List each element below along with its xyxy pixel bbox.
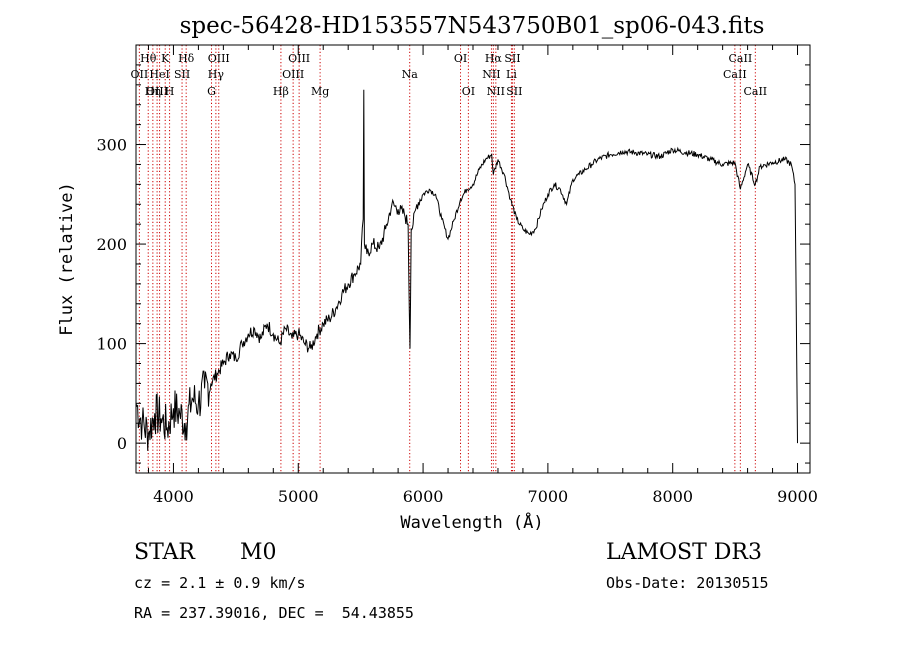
line-label: NII — [487, 85, 505, 98]
line-label: Hβ — [273, 85, 289, 98]
x-axis-label: Wavelength (Å) — [400, 511, 543, 533]
line-label: Hγ — [208, 68, 225, 81]
y-tick-label: 200 — [96, 235, 127, 254]
line-label: SII — [506, 85, 522, 98]
line-label: HeI — [149, 68, 169, 81]
line-label: K — [161, 52, 170, 65]
line-label: Hη — [145, 85, 161, 98]
line-label: OIII — [282, 68, 304, 81]
x-tick-label: 7000 — [528, 487, 569, 506]
line-label: SII — [174, 68, 190, 81]
line-label: Mg — [311, 85, 329, 98]
line-label: Hδ — [178, 52, 195, 65]
line-label: OI — [462, 85, 475, 98]
x-tick-label: 6000 — [403, 487, 444, 506]
spectral-line-markers — [138, 45, 756, 473]
x-tick-label: 5000 — [278, 487, 319, 506]
y-axis-label: Flux (relative) — [57, 182, 77, 336]
x-axis-ticks: 4000 5000 6000 7000 8000 9000 — [147, 45, 818, 506]
object-class: STAR — [134, 540, 195, 565]
line-label: SII — [504, 52, 520, 65]
line-label: Hθ — [140, 52, 157, 65]
coordinates-readout: RA = 237.39016, DEC = 54.43855 — [134, 604, 414, 622]
line-label: OIII — [208, 52, 230, 65]
flux-series-line — [135, 89, 798, 451]
y-tick-label: 0 — [117, 434, 127, 453]
line-label: H — [165, 85, 175, 98]
line-label: OI — [454, 52, 467, 65]
line-label: OII — [131, 68, 149, 81]
x-tick-label: 8000 — [652, 487, 693, 506]
line-label: G — [207, 85, 216, 98]
spectral-subclass: M0 — [240, 540, 277, 565]
y-tick-label: 100 — [96, 335, 127, 354]
chart-title: spec-56428-HD153557N543750B01_sp06-043.f… — [180, 13, 765, 39]
line-label: Hα — [485, 52, 503, 65]
line-label: Na — [402, 68, 419, 81]
observation-date: Obs-Date: 20130515 — [606, 574, 769, 592]
x-tick-label: 4000 — [153, 487, 194, 506]
line-label: Li — [506, 68, 517, 81]
survey-name: LAMOST DR3 — [606, 540, 762, 565]
redshift-readout: cz = 2.1 ± 0.9 km/s — [134, 574, 306, 592]
line-label: CaII — [743, 85, 767, 98]
line-label: OIII — [146, 85, 168, 98]
line-label: CaII — [723, 68, 747, 81]
plot-frame — [135, 44, 811, 474]
line-label: OIII — [288, 52, 310, 65]
line-label: NII — [482, 68, 500, 81]
line-label: CaII — [729, 52, 753, 65]
y-axis-ticks: 0 100 200 300 — [96, 64, 810, 464]
x-tick-label: 9000 — [777, 487, 818, 506]
y-tick-label: 300 — [96, 136, 127, 155]
